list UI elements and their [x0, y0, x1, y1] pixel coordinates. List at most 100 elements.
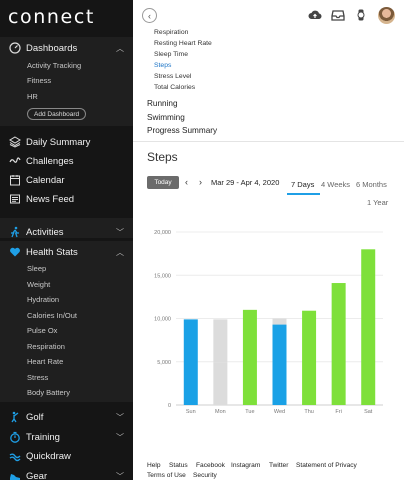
report-item-total-calories[interactable]: Total Calories [154, 84, 196, 91]
y-tick-label: 10,000 [154, 317, 171, 323]
sidebar-subitem-fitness[interactable]: Fitness [27, 76, 52, 85]
newsfeed-icon [9, 193, 21, 205]
footer-link-privacy[interactable]: Statement of Privacy [296, 462, 357, 469]
report-category-swimming[interactable]: Swimming [147, 113, 185, 122]
bar-tue[interactable] [242, 309, 257, 405]
upload-icon[interactable] [308, 9, 322, 21]
chevron-up-icon: ︿ [116, 247, 124, 257]
watch-icon[interactable] [354, 9, 368, 21]
chevron-down-icon: ﹀ [116, 412, 124, 422]
golfer-icon [9, 411, 21, 423]
bar-sun[interactable] [183, 319, 198, 405]
footer-link-status[interactable]: Status [169, 462, 188, 469]
sidebar-item-gear[interactable]: Gear ﹀ [0, 466, 133, 480]
bar-fri[interactable] [331, 283, 346, 405]
report-category-running[interactable]: Running [147, 99, 178, 108]
x-tick-label: Mon [215, 409, 226, 415]
bar-thu[interactable] [302, 310, 317, 405]
sidebar-subitem-stress[interactable]: Stress [27, 373, 49, 382]
sidebar-item-challenges[interactable]: Challenges [0, 151, 133, 171]
x-tick-label: Fri [335, 409, 341, 415]
sidebar-item-quickdraw[interactable]: Quickdraw [0, 446, 133, 466]
gauge-icon [9, 42, 21, 54]
footer-link-help[interactable]: Help [147, 462, 161, 469]
chevron-up-icon: ︿ [116, 43, 124, 53]
main-content: ‹ Respiration Resting Heart Rate Sleep T… [133, 0, 404, 480]
heart-icon [9, 246, 21, 258]
active-tab-indicator [287, 193, 320, 195]
top-bar: ‹ [133, 0, 404, 30]
sidebar-subitem-body-battery[interactable]: Body Battery [27, 388, 70, 397]
sidebar-subitem-activity-tracking[interactable]: Activity Tracking [27, 61, 82, 70]
report-item-respiration[interactable]: Respiration [154, 29, 189, 36]
calendar-icon [9, 174, 21, 186]
footer-link-facebook[interactable]: Facebook [196, 462, 225, 469]
sidebar-subitem-weight[interactable]: Weight [27, 280, 51, 289]
report-item-sleep-time[interactable]: Sleep Time [154, 51, 189, 58]
date-range: Mar 29 - Apr 4, 2020 [211, 178, 280, 187]
chevron-down-icon: ﹀ [116, 471, 124, 480]
today-button[interactable]: Today [147, 176, 179, 189]
report-item-steps[interactable]: Steps [154, 62, 172, 69]
bar-wed[interactable] [272, 324, 287, 405]
bar-mon[interactable] [213, 362, 228, 405]
x-tick-label: Thu [304, 409, 313, 415]
sidebar-item-dashboards[interactable]: Dashboards ︿ [0, 38, 133, 58]
dashboards-section [0, 37, 133, 126]
layers-icon [9, 136, 21, 148]
report-category-progress-summary[interactable]: Progress Summary [147, 126, 218, 135]
page-title: Steps [147, 150, 178, 164]
activities-section [0, 218, 133, 238]
sidebar-subitem-hydration[interactable]: Hydration [27, 295, 60, 304]
sidebar-item-training[interactable]: Training ﹀ [0, 427, 133, 447]
sidebar-subitem-respiration[interactable]: Respiration [27, 342, 65, 351]
footer-link-security[interactable]: Security [193, 472, 217, 479]
collapse-sidebar-button[interactable]: ‹ [142, 8, 157, 23]
y-tick-label: 15,000 [154, 273, 171, 279]
report-item-resting-heart-rate[interactable]: Resting Heart Rate [154, 40, 212, 47]
tab-4-weeks[interactable]: 4 Weeks [321, 180, 351, 189]
quickdraw-icon [9, 450, 21, 462]
inbox-icon[interactable] [331, 9, 345, 21]
bar-sat[interactable] [361, 249, 376, 405]
avatar[interactable] [378, 7, 395, 24]
sidebar: connect Dashboards ︿ Activity Tracking F… [0, 0, 133, 480]
footer-link-instagram[interactable]: Instagram [231, 462, 261, 469]
chevron-right-icon[interactable]: › [199, 177, 202, 187]
sidebar-subitem-heart-rate[interactable]: Heart Rate [27, 357, 64, 366]
report-item-stress-level[interactable]: Stress Level [154, 73, 192, 80]
y-tick-label: 20,000 [154, 230, 171, 236]
sidebar-subitem-pulse-ox[interactable]: Pulse Ox [27, 326, 58, 335]
steps-chart: 0 5,000 10,000 15,000 20,000 Sun Mon Tue Wed Thu F… [154, 230, 383, 415]
sidebar-item-activities[interactable]: Activities ﹀ [0, 222, 133, 242]
sidebar-item-golf[interactable]: Golf ﹀ [0, 407, 133, 427]
challenges-icon [9, 155, 21, 167]
footer-link-twitter[interactable]: Twitter [269, 462, 289, 469]
sidebar-subitem-hr[interactable]: HR [27, 92, 38, 101]
shoe-icon [9, 470, 21, 480]
chevron-left-icon[interactable]: ‹ [185, 177, 188, 187]
x-tick-label: Sun [186, 409, 196, 415]
sidebar-item-daily-summary[interactable]: Daily Summary [0, 132, 133, 152]
tab-1-year[interactable]: 1 Year [367, 198, 389, 207]
sidebar-subitem-sleep[interactable]: Sleep [27, 264, 47, 273]
stopwatch-icon [9, 431, 21, 443]
footer-link-terms[interactable]: Terms of Use [147, 472, 186, 479]
garmin-connect-logo[interactable]: connect [8, 6, 95, 28]
sidebar-item-calendar[interactable]: Calendar [0, 170, 133, 190]
divider [133, 141, 404, 142]
sidebar-item-news-feed[interactable]: News Feed [0, 189, 133, 209]
goal-remainder-mon [213, 319, 228, 363]
x-tick-label: Sat [364, 409, 373, 415]
tab-6-months[interactable]: 6 Months [356, 180, 387, 189]
sidebar-item-health-stats[interactable]: Health Stats ︿ [0, 242, 133, 262]
sidebar-subitem-calories[interactable]: Calories In/Out [27, 311, 78, 320]
add-dashboard-button[interactable]: Add Dashboard [27, 108, 87, 120]
runner-icon [9, 226, 21, 238]
chevron-down-icon: ﹀ [116, 227, 124, 237]
x-tick-label: Tue [245, 409, 254, 415]
tab-7-days[interactable]: 7 Days [291, 180, 315, 189]
health-stats-section [0, 241, 133, 402]
y-tick-label: 5,000 [157, 360, 171, 366]
goal-remainder-wed [272, 318, 287, 325]
